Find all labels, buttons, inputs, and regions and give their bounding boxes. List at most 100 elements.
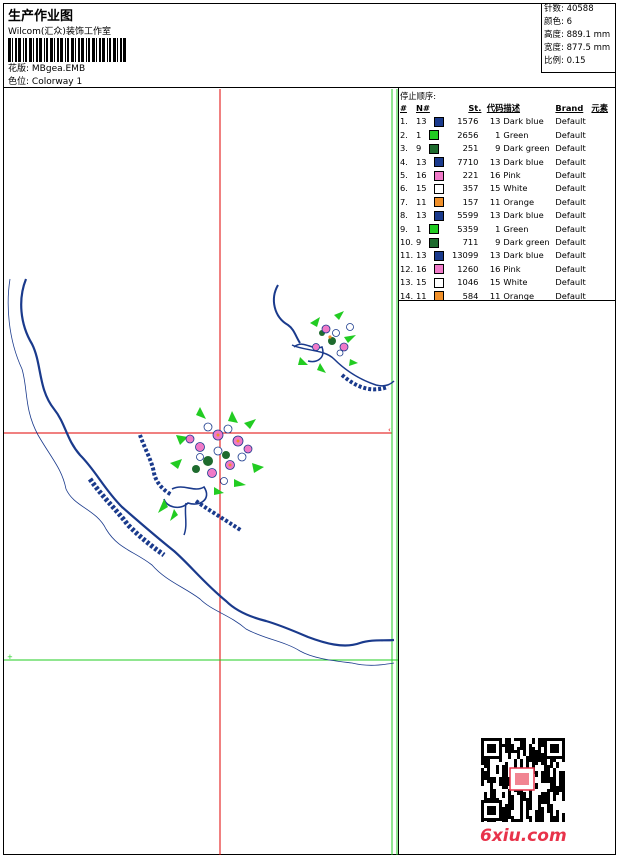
row-element (591, 249, 614, 262)
row-brand: Default (555, 143, 586, 154)
row-needle: 9 (416, 236, 452, 249)
row-brand: Default (555, 223, 586, 234)
row-index: 3. (400, 143, 408, 154)
row-needle: 13 (416, 156, 452, 169)
row-element (591, 263, 614, 276)
embroidery-design: ‹ + (4, 89, 398, 855)
row-description: Dark blue (503, 156, 544, 167)
row-element (591, 290, 614, 303)
row-stitches: 1046 (457, 277, 479, 288)
row-element (591, 236, 614, 249)
row-element (591, 182, 614, 195)
color-swatch (429, 224, 440, 235)
color-swatch (434, 157, 445, 168)
sequence-header-row: # N# St. 代码 描述 Brand 元素 (400, 102, 614, 115)
row-code: 9 (495, 237, 501, 248)
col-needle: N# (416, 103, 430, 113)
sequence-row: 4. 13 7710 13 Dark blue Default (400, 156, 614, 169)
row-code: 16 (489, 170, 501, 181)
row-stitches: 221 (462, 170, 479, 181)
color-swatch (434, 277, 445, 288)
svg-text:‹: ‹ (388, 426, 391, 434)
row-index: 11. (400, 250, 414, 261)
row-stitches: 357 (462, 183, 479, 194)
row-description: Dark green (503, 237, 550, 248)
color-swatch (434, 170, 445, 181)
row-code: 13 (489, 210, 501, 221)
scale-label: 比例: (544, 56, 564, 66)
row-element (591, 115, 614, 128)
row-element (591, 142, 614, 155)
row-stitches: 5359 (457, 223, 479, 234)
row-needle: 16 (416, 169, 452, 182)
row-needle: 13 (416, 209, 452, 222)
col-brand: Brand (555, 103, 584, 113)
row-brand: Default (555, 277, 586, 288)
row-description: Pink (503, 170, 521, 181)
scallop-border-thick (20, 278, 395, 647)
row-code: 15 (489, 183, 501, 194)
sequence-row: 3. 9 251 9 Dark green Default (400, 142, 614, 155)
row-brand: Default (555, 183, 586, 194)
row-code: 11 (489, 196, 501, 207)
scale-value: 0.15 (566, 56, 586, 66)
qr-code (480, 738, 566, 822)
row-stitches: 584 (462, 290, 479, 301)
row-description: Green (503, 129, 529, 140)
color-swatch (434, 183, 445, 194)
row-element (591, 196, 614, 209)
color-swatch (429, 130, 440, 141)
row-code: 13 (489, 250, 501, 261)
row-index: 14. (400, 290, 414, 301)
row-code: 1 (495, 223, 501, 234)
row-code: 11 (489, 290, 501, 301)
page-title: 生产作业图 (8, 9, 74, 24)
sequence-row: 7. 11 157 11 Orange Default (400, 196, 614, 209)
row-needle: 13 (416, 115, 452, 128)
row-description: Pink (503, 263, 521, 274)
color-swatch (434, 250, 445, 261)
width-value: 877.5 mm (566, 43, 611, 53)
design-filename: MBgea.EMB (31, 64, 86, 74)
color-swatch (434, 291, 445, 302)
row-brand: Default (555, 170, 586, 181)
row-code: 1 (495, 129, 501, 140)
col-code: 代码 (486, 103, 504, 113)
color-swatch (434, 264, 445, 275)
row-brand: Default (555, 210, 586, 221)
row-index: 12. (400, 263, 414, 274)
row-brand: Default (555, 263, 586, 274)
svg-text:+: + (7, 653, 13, 661)
row-needle: 1 (416, 223, 452, 236)
row-stitches: 2656 (457, 129, 479, 140)
row-code: 16 (489, 263, 501, 274)
large-bouquet (138, 407, 264, 536)
color-swatch (434, 197, 445, 208)
row-stitches: 1576 (457, 116, 479, 127)
row-index: 7. (400, 196, 408, 207)
stitches-value: 40588 (566, 4, 594, 14)
row-brand: Default (555, 129, 586, 140)
row-code: 9 (495, 143, 501, 154)
file-info: 花版: MBgea.EMB 色位: Colorway 1 (8, 63, 85, 89)
row-brand: Default (555, 116, 586, 127)
panel-divider (398, 88, 399, 855)
stitches-label: 针数: (544, 4, 564, 14)
watermark: 6xiu.com (480, 826, 567, 846)
colors-value: 6 (566, 17, 572, 27)
col-element: 元素 (591, 103, 609, 113)
row-index: 4. (400, 156, 408, 167)
color-swatch (429, 237, 440, 248)
sequence-row: 13. 15 1046 15 White Default (400, 276, 614, 289)
row-needle: 13 (416, 249, 452, 262)
color-swatch (434, 210, 445, 221)
row-index: 6. (400, 183, 408, 194)
row-needle: 9 (416, 142, 452, 155)
col-description: 描述 (503, 103, 521, 113)
row-index: 9. (400, 223, 408, 234)
sequence-row: 6. 15 357 15 White Default (400, 182, 614, 195)
col-stitches: St. (468, 103, 482, 113)
width-label: 宽度: (544, 43, 564, 53)
row-description: Orange (503, 196, 535, 207)
header: 生产作业图 Wilcom(汇众)装饰工作室 花版: MBgea.EMB 色位: … (3, 3, 616, 88)
